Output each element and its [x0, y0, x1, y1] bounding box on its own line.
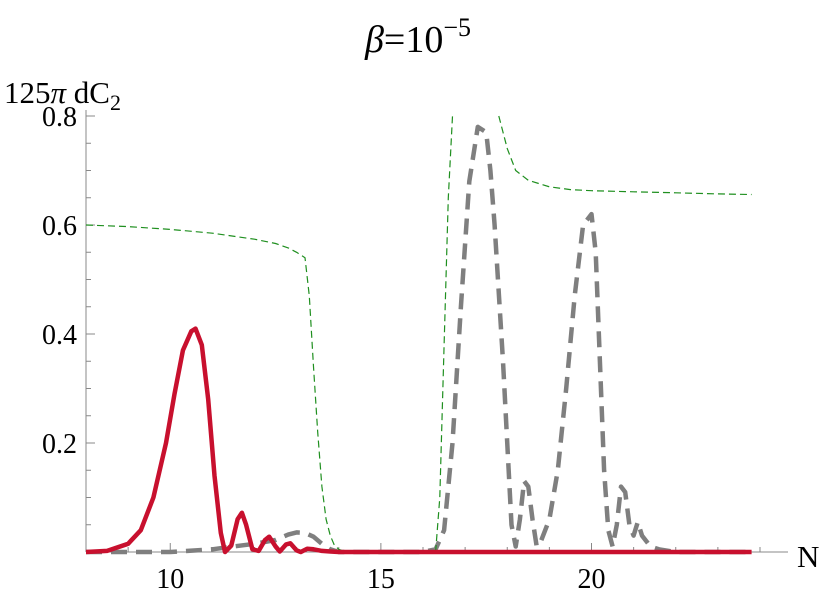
x-tick-label: 20: [578, 564, 606, 595]
y-tick-label: 0.6: [42, 211, 77, 242]
series-line-2: [86, 124, 752, 555]
series-line-1: [85, 326, 752, 555]
axes: 10 15 20 0.2 0.4 0.6 0.8: [42, 102, 788, 595]
x-tick-label: 10: [156, 564, 184, 595]
series-line-5: [498, 115, 752, 196]
series-line-3: [85, 224, 356, 553]
chart-title: β=10−5: [364, 13, 471, 61]
x-tick-label: 15: [367, 564, 395, 595]
y-tick-label: 0.8: [42, 102, 77, 133]
labels: β=10−5 125π dC2 N: [4, 13, 819, 574]
series-line-4: [435, 115, 454, 553]
series-group: [85, 115, 752, 555]
y-tick-label: 0.4: [42, 320, 77, 351]
x-axis-label: N: [797, 539, 819, 574]
y-axis-label: 125π dC2: [4, 75, 121, 115]
y-tick-label: 0.2: [42, 429, 77, 460]
